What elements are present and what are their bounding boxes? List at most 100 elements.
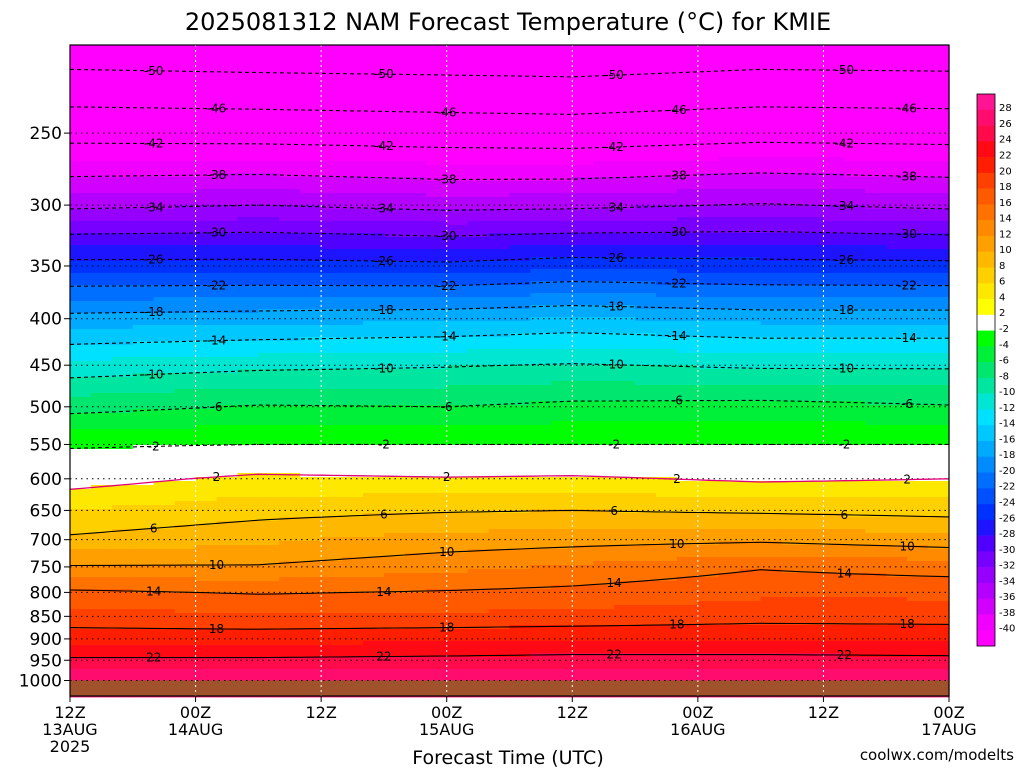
temperature-cell — [195, 533, 218, 538]
temperature-cell — [404, 345, 427, 350]
temperature-cell — [530, 573, 552, 578]
temperature-cell — [342, 345, 364, 350]
temperature-cell — [216, 509, 239, 514]
temperature-cell — [676, 197, 699, 202]
temperature-cell — [174, 525, 197, 530]
temperature-cell — [467, 281, 490, 286]
temperature-cell — [530, 665, 552, 670]
temperature-cell — [279, 149, 301, 154]
temperature-cell — [342, 137, 364, 142]
temperature-cell — [425, 137, 448, 142]
temperature-cell — [635, 437, 657, 442]
temperature-cell — [70, 645, 92, 650]
temperature-cell — [676, 665, 699, 670]
temperature-cell — [593, 493, 615, 498]
temperature-cell — [425, 149, 448, 154]
temperature-cell — [111, 553, 134, 558]
temperature-cell — [488, 65, 511, 70]
temperature-cell — [425, 285, 448, 290]
temperature-cell — [383, 329, 406, 334]
temperature-cell — [70, 389, 92, 394]
temperature-cell — [593, 301, 615, 306]
temperature-cell — [446, 329, 469, 334]
temperature-cell — [383, 237, 406, 242]
temperature-cell — [216, 165, 239, 170]
temperature-cell — [467, 129, 490, 134]
temperature-cell — [593, 181, 615, 186]
temperature-cell — [572, 653, 594, 658]
temperature-cell — [425, 437, 448, 442]
temperature-cell — [656, 625, 678, 630]
temperature-cell — [635, 397, 657, 402]
temperature-cell — [90, 385, 113, 390]
temperature-cell — [174, 317, 197, 322]
temperature-cell — [593, 605, 615, 610]
temperature-cell — [363, 485, 385, 490]
temperature-cell — [195, 313, 218, 318]
temperature-cell — [174, 277, 197, 282]
temperature-cell — [614, 181, 636, 186]
temperature-cell — [132, 673, 155, 678]
temperature-cell — [509, 317, 532, 322]
temperature-cell — [446, 373, 469, 378]
temperature-cell — [237, 229, 259, 234]
temperature-cell — [363, 173, 385, 178]
temperature-cell — [635, 149, 657, 154]
temperature-cell — [132, 201, 155, 206]
temperature-cell — [70, 301, 92, 306]
temperature-cell — [216, 329, 239, 334]
temperature-cell — [153, 161, 176, 166]
temperature-cell — [279, 197, 301, 202]
temperature-cell — [153, 665, 176, 670]
temperature-cell — [342, 453, 364, 458]
temperature-cell — [425, 125, 448, 130]
temperature-cell — [90, 217, 113, 222]
temperature-cell — [467, 161, 490, 166]
temperature-cell — [132, 637, 155, 642]
temperature-cell — [70, 585, 92, 590]
temperature-cell — [174, 149, 197, 154]
temperature-cell — [279, 193, 301, 198]
temperature-cell — [530, 477, 552, 482]
temperature-cell — [614, 521, 636, 526]
temperature-cell — [614, 529, 636, 534]
temperature-cell — [676, 177, 699, 182]
temperature-cell — [593, 573, 615, 578]
temperature-cell — [593, 485, 615, 490]
temperature-cell — [279, 657, 301, 662]
temperature-cell — [258, 177, 280, 182]
temperature-cell — [656, 481, 678, 486]
temperature-cell — [467, 585, 490, 590]
temperature-cell — [300, 69, 322, 74]
temperature-cell — [551, 477, 573, 482]
temperature-cell — [572, 377, 594, 382]
temperature-cell — [111, 613, 134, 618]
temperature-cell — [509, 169, 532, 174]
temperature-cell — [593, 545, 615, 550]
temperature-cell — [342, 557, 364, 562]
temperature-cell — [300, 185, 322, 190]
temperature-cell — [132, 513, 155, 518]
temperature-cell — [425, 129, 448, 134]
temperature-cell — [153, 553, 176, 558]
temperature-cell — [635, 73, 657, 78]
temperature-cell — [509, 193, 532, 198]
temperature-cell — [676, 445, 699, 450]
temperature-cell — [551, 417, 573, 422]
temperature-cell — [593, 129, 615, 134]
temperature-cell — [404, 213, 427, 218]
temperature-cell — [111, 329, 134, 334]
temperature-cell — [676, 361, 699, 366]
temperature-cell — [635, 81, 657, 86]
temperature-cell — [551, 93, 573, 98]
temperature-cell — [509, 485, 532, 490]
temperature-cell — [195, 209, 218, 214]
temperature-cell — [446, 317, 469, 322]
temperature-cell — [635, 517, 657, 522]
temperature-cell — [509, 129, 532, 134]
temperature-cell — [404, 633, 427, 638]
temperature-cell — [383, 461, 406, 466]
temperature-cell — [635, 461, 657, 466]
temperature-cell — [656, 269, 678, 274]
temperature-cell — [321, 257, 343, 262]
